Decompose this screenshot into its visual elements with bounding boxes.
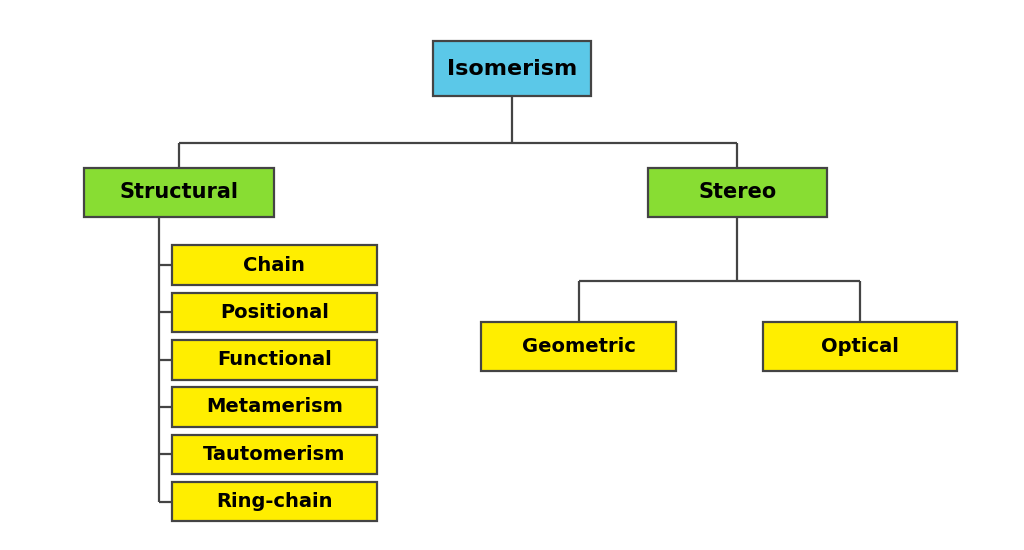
Text: Functional: Functional bbox=[217, 350, 332, 369]
FancyBboxPatch shape bbox=[432, 41, 592, 96]
FancyBboxPatch shape bbox=[172, 387, 377, 427]
Text: Positional: Positional bbox=[220, 303, 329, 322]
FancyBboxPatch shape bbox=[172, 245, 377, 285]
FancyBboxPatch shape bbox=[172, 293, 377, 332]
Text: Geometric: Geometric bbox=[521, 337, 636, 356]
Text: Ring-chain: Ring-chain bbox=[216, 492, 333, 511]
Text: Structural: Structural bbox=[120, 183, 239, 202]
Text: Chain: Chain bbox=[244, 256, 305, 274]
Text: Metamerism: Metamerism bbox=[206, 398, 343, 416]
FancyBboxPatch shape bbox=[763, 322, 957, 371]
FancyBboxPatch shape bbox=[481, 322, 676, 371]
FancyBboxPatch shape bbox=[84, 168, 273, 217]
Text: Optical: Optical bbox=[821, 337, 899, 356]
Text: Isomerism: Isomerism bbox=[446, 59, 578, 79]
FancyBboxPatch shape bbox=[172, 482, 377, 521]
FancyBboxPatch shape bbox=[647, 168, 826, 217]
Text: Tautomerism: Tautomerism bbox=[203, 445, 346, 464]
Text: Stereo: Stereo bbox=[698, 183, 776, 202]
FancyBboxPatch shape bbox=[172, 340, 377, 379]
FancyBboxPatch shape bbox=[172, 434, 377, 474]
